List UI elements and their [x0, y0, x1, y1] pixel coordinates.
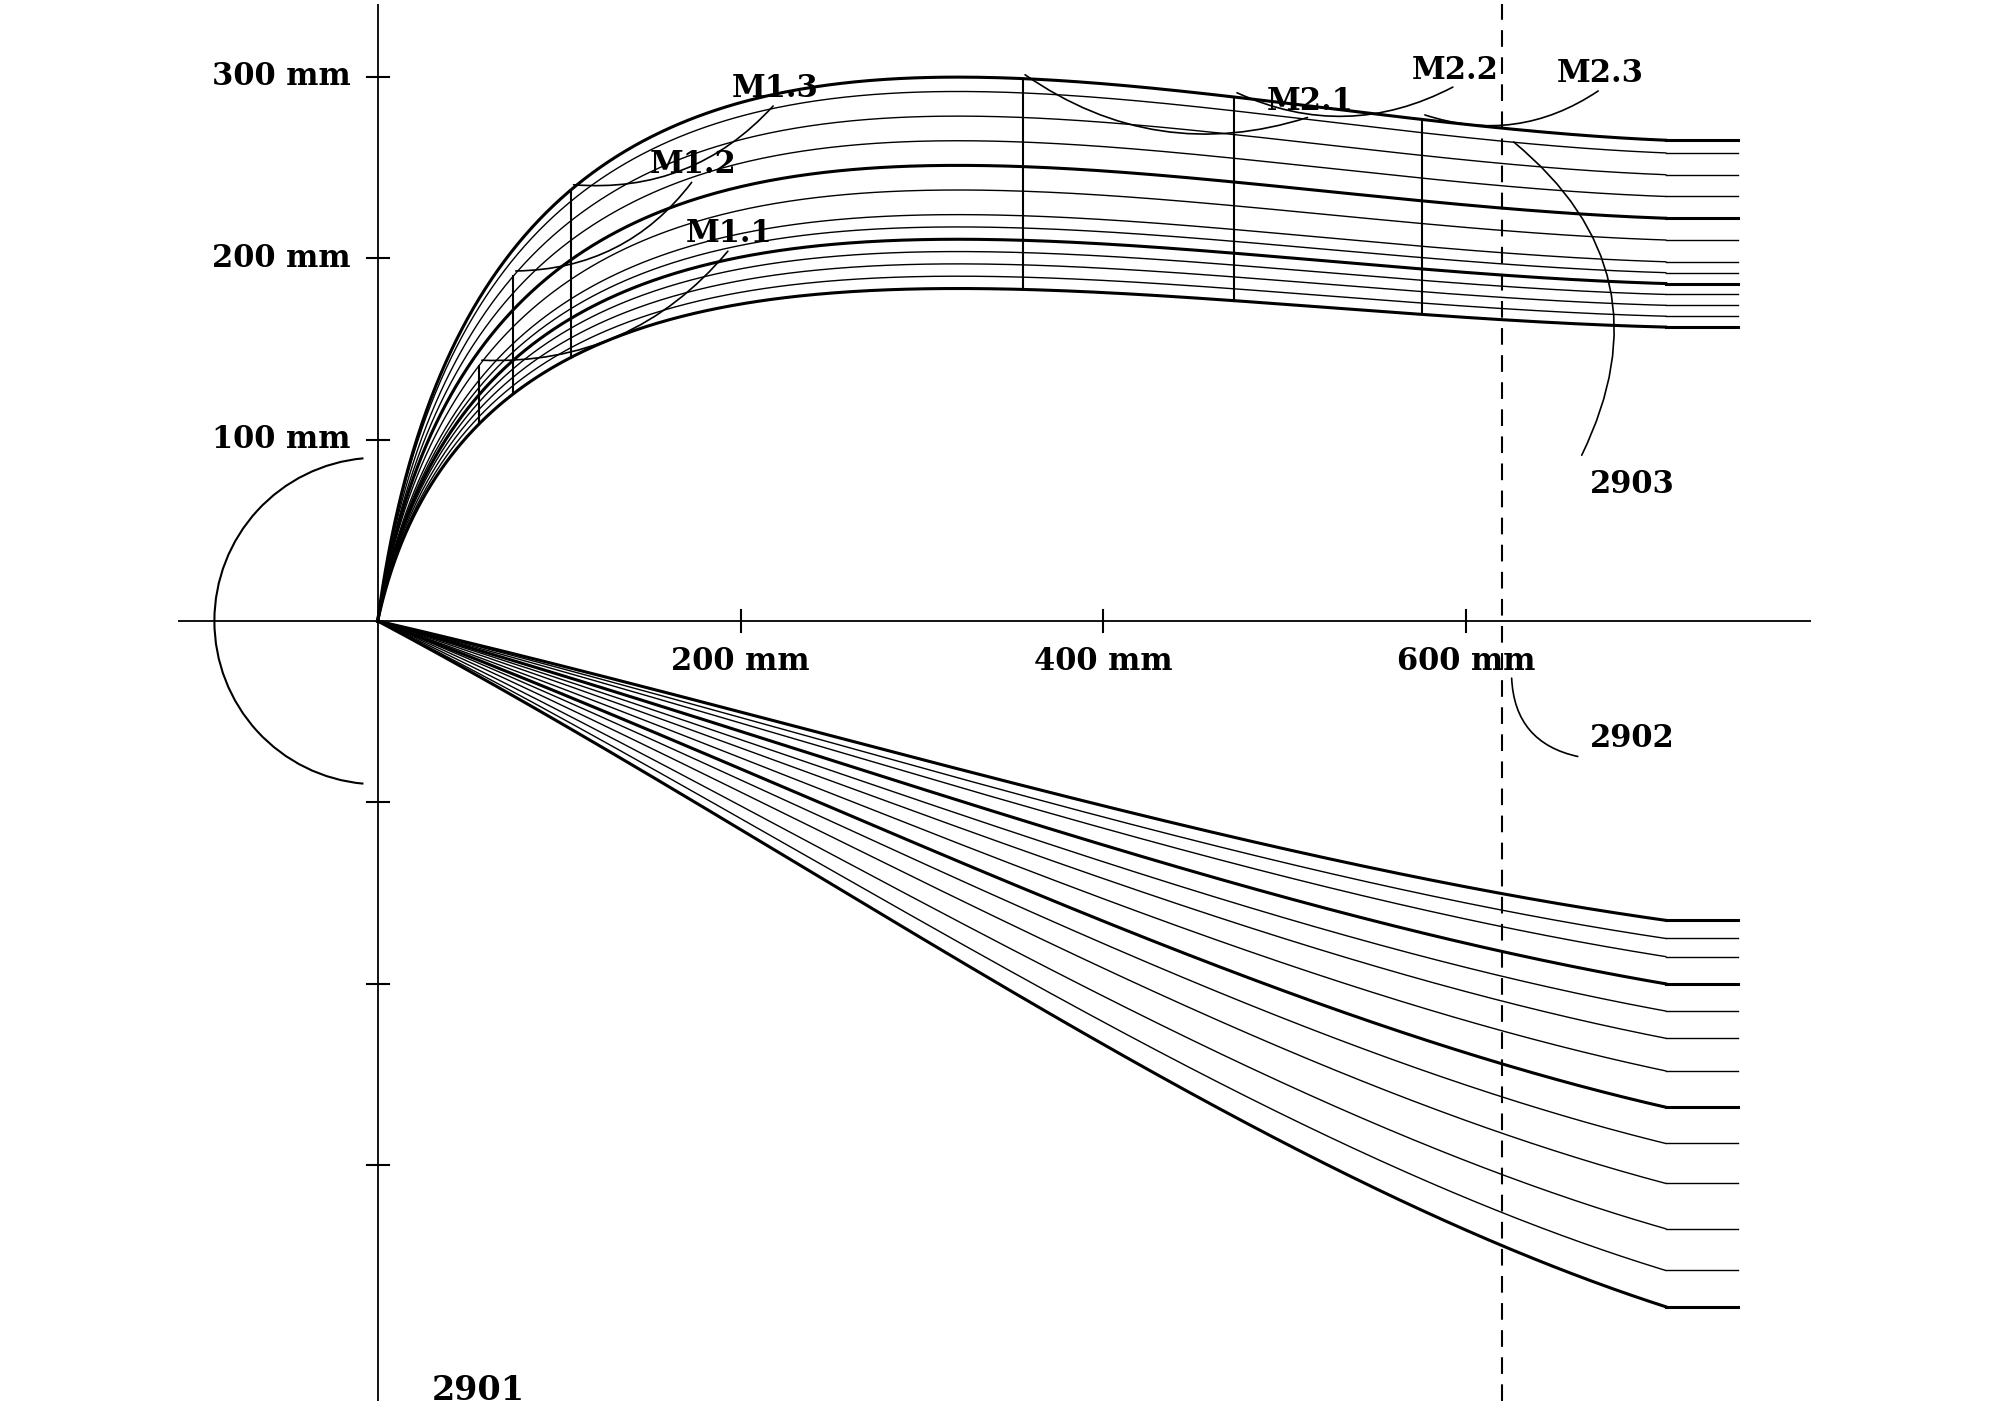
Text: 2902: 2902 [1589, 724, 1675, 754]
Text: M2.2: M2.2 [1412, 55, 1498, 86]
Text: M1.2: M1.2 [650, 149, 736, 180]
Text: 200 mm: 200 mm [670, 646, 810, 677]
Text: M1.1: M1.1 [686, 218, 772, 249]
Text: 100 mm: 100 mm [213, 424, 350, 455]
Text: 200 mm: 200 mm [213, 242, 350, 273]
Text: 2901: 2901 [432, 1374, 525, 1407]
Text: 300 mm: 300 mm [211, 61, 350, 92]
Text: 400 mm: 400 mm [1034, 646, 1174, 677]
Text: M1.3: M1.3 [732, 72, 817, 103]
Text: 600 mm: 600 mm [1396, 646, 1536, 677]
Text: M2.3: M2.3 [1557, 58, 1643, 89]
Text: 2903: 2903 [1589, 469, 1675, 500]
Text: M2.1: M2.1 [1267, 85, 1353, 116]
